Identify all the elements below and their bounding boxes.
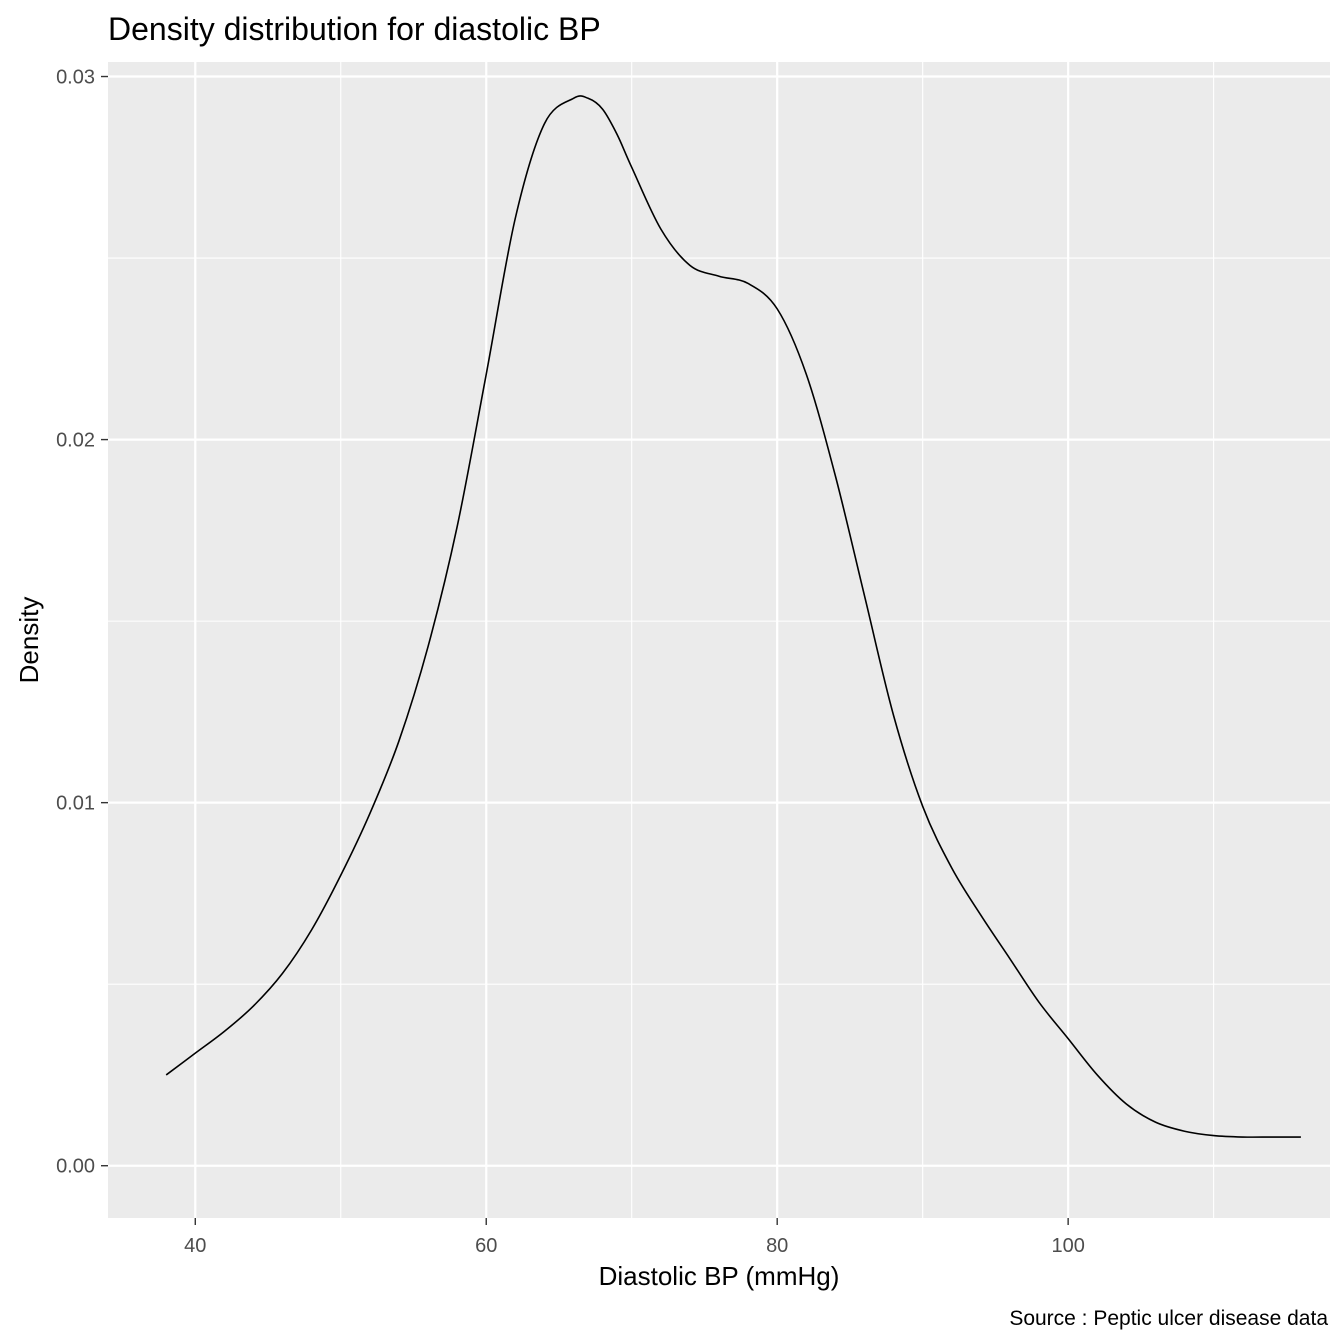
x-axis-tick-labels: 40 60 80 100 <box>184 1235 1085 1257</box>
data-layer <box>165 95 1301 1138</box>
y-axis-title: Density <box>14 597 44 684</box>
major-grid <box>108 62 1330 1218</box>
chart-title: Density distribution for diastolic BP <box>108 11 601 47</box>
y-axis-tick-labels: 0.00 0.01 0.02 0.03 <box>56 67 95 1178</box>
y-axis-tick-label: 0.02 <box>56 430 95 452</box>
x-axis-tick-label: 100 <box>1051 1235 1084 1257</box>
x-axis-title: Diastolic BP (mmHg) <box>599 1261 840 1291</box>
minor-grid <box>108 62 1330 1218</box>
y-axis-tick-label: 0.00 <box>56 1156 95 1178</box>
chart-caption: Source : Peptic ulcer disease data <box>1009 1307 1328 1330</box>
y-axis-tick-label: 0.03 <box>56 67 95 89</box>
x-axis-tick-label: 40 <box>184 1235 206 1257</box>
axis-ticks <box>101 75 1069 1225</box>
density-line <box>165 95 1301 1138</box>
y-axis-tick-label: 0.01 <box>56 793 95 815</box>
plot-panel <box>108 62 1330 1218</box>
x-axis-tick-label: 80 <box>766 1235 788 1257</box>
x-axis-tick-label: 60 <box>475 1235 497 1257</box>
